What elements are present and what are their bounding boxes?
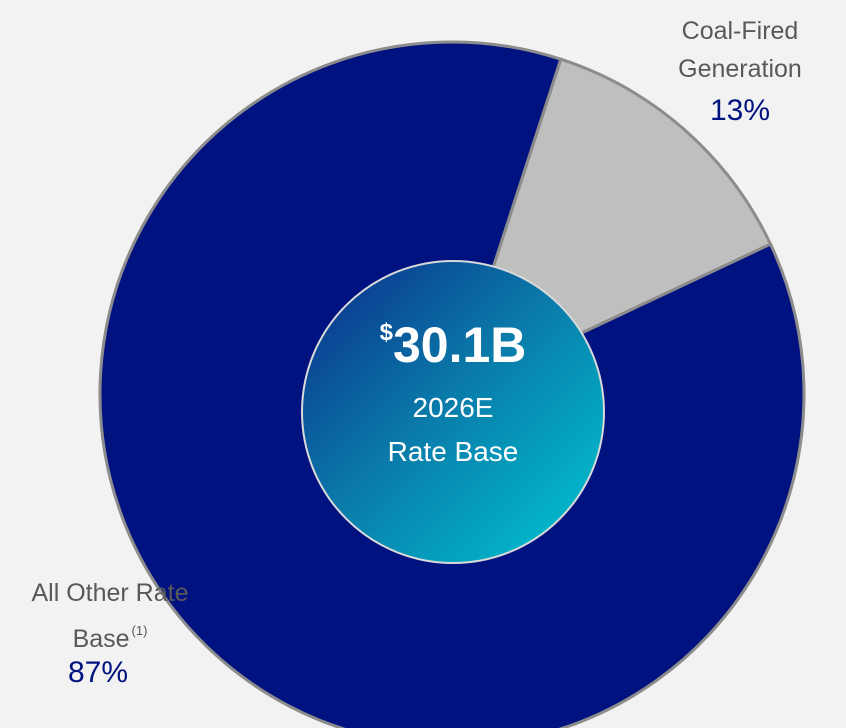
center-title: $30.1B — [303, 316, 603, 374]
center-hub — [301, 260, 605, 564]
value-label: 13% — [709, 94, 771, 127]
value-label: 87% — [67, 656, 129, 689]
category-text: All Other Rate Base — [31, 579, 189, 653]
currency-mark: $ — [379, 319, 393, 346]
category-label: Coal-Fired Generation — [678, 17, 802, 83]
center-line: Rate Base — [387, 436, 519, 467]
footnote-mark: (1) — [131, 623, 148, 638]
center-line: 2026E — [412, 392, 494, 423]
category-label: All Other Rate Base (1) — [20, 574, 200, 658]
center-amount: 30.1B — [392, 317, 527, 373]
